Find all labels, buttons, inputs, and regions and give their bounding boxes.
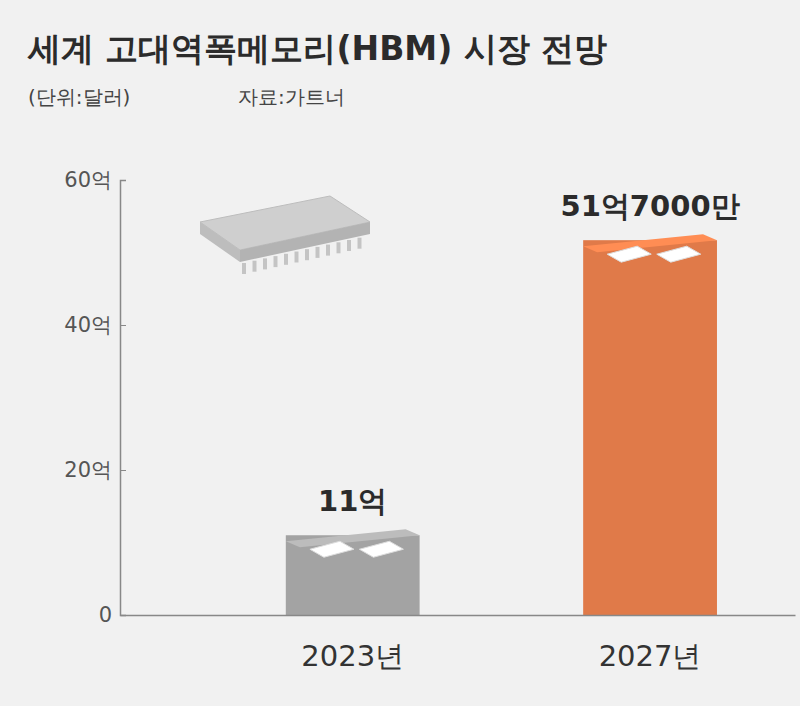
source: 자료:가트너 [238,85,345,109]
chip-pin [284,254,288,265]
chip-pin [253,261,257,272]
chip-pin [316,247,320,258]
chip-side [200,222,240,262]
y-tick-mark [120,180,126,181]
data-labels: 11억 51억7000만 [318,189,740,518]
y-tick: 40억 [64,313,126,337]
chip-pin [295,252,299,263]
background [0,0,800,706]
chip-pin [242,263,246,274]
x-tick: 2027년 [599,639,702,673]
chip-illustration [200,196,370,274]
chip-pin [263,258,267,269]
bar-top [583,234,717,252]
chip-decoration [607,246,651,262]
bar [583,240,717,615]
title: 세계 고대역폭메모리(HBM) 시장 전망 [27,29,607,68]
chip-pin [358,238,362,249]
x-axis-line [121,615,796,617]
chip-pin [347,240,351,251]
y-tick-label: 20억 [64,458,112,482]
bars [286,234,717,615]
chip-side [240,222,370,262]
y-tick-label: 40억 [64,313,112,337]
y-tick-mark [120,470,126,471]
x-axis: 2023년 2027년 [121,616,796,673]
x-tick-label: 2027년 [599,639,702,673]
bar-top [286,529,420,547]
chip-pin [337,242,341,253]
y-tick-label: 0 [99,603,112,627]
y-tick-label: 60억 [64,168,112,192]
y-tick: 20억 [64,458,126,482]
chip-decoration [310,541,354,557]
y-axis-line [121,181,127,616]
chip-decoration [657,246,701,262]
y-tick-mark [120,325,126,326]
data-label: 51억7000만 [561,189,740,223]
chip-decoration [359,541,403,557]
bar [286,535,420,615]
y-tick: 60억 [64,168,126,192]
chip-pin [305,249,309,260]
chip-pin [326,245,330,256]
chip-pin [274,256,278,267]
x-tick: 2023년 [301,639,404,673]
subtitle: (단위:달러) [28,85,130,109]
x-tick-label: 2023년 [301,639,404,673]
y-axis: 0 20억 40억 60억 [64,168,126,627]
data-label: 11억 [318,484,387,518]
